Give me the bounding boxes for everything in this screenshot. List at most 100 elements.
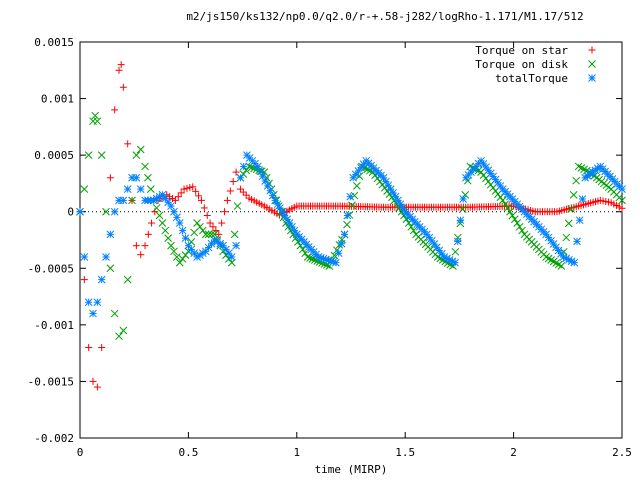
data-point (209, 223, 217, 231)
data-point (573, 237, 581, 246)
data-point (343, 211, 352, 220)
data-point (123, 185, 132, 193)
data-point (136, 145, 145, 154)
data-point (89, 309, 97, 318)
data-point (396, 200, 405, 209)
data-point (119, 83, 127, 91)
data-point (618, 204, 626, 212)
y-tick-label: -0.001 (34, 319, 74, 332)
data-point (353, 181, 361, 190)
data-point (236, 173, 245, 182)
data-point (222, 245, 230, 254)
data-point (192, 187, 200, 195)
series-2 (76, 151, 626, 318)
data-point (236, 185, 244, 193)
data-point (171, 196, 179, 204)
data-point (155, 211, 164, 220)
data-point (197, 196, 205, 204)
data-point (508, 211, 517, 220)
data-point (458, 205, 467, 213)
legend-label: Torque on star (475, 44, 568, 57)
data-point (223, 196, 231, 204)
data-point (498, 196, 507, 205)
data-point (570, 258, 579, 267)
data-point (331, 258, 340, 267)
data-point (227, 253, 236, 261)
data-point (239, 170, 248, 178)
data-point (178, 226, 187, 235)
data-point (382, 177, 390, 186)
data-point (119, 326, 128, 335)
data-point (242, 191, 250, 199)
data-point (141, 162, 149, 171)
data-point (215, 230, 223, 238)
data-point (115, 332, 123, 341)
data-point (567, 205, 576, 213)
data-point (225, 249, 233, 258)
data-point (161, 194, 170, 203)
data-point (303, 253, 312, 261)
data-point (89, 377, 97, 385)
data-point (187, 238, 196, 246)
data-point (124, 140, 132, 148)
legend-marker (588, 60, 596, 68)
plot-frame (79, 41, 623, 439)
data-point (123, 275, 132, 284)
data-point (132, 173, 141, 182)
data-point (172, 253, 181, 261)
x-tick-label: 0 (77, 446, 84, 459)
data-point (111, 106, 119, 114)
data-point (186, 184, 194, 192)
data-point (572, 176, 581, 185)
data-point (106, 264, 115, 273)
data-point (117, 61, 125, 69)
data-point (206, 219, 214, 227)
x-tick-label: 2 (510, 446, 517, 459)
data-point (93, 298, 102, 307)
data-point (137, 251, 145, 259)
x-axis: 0 0.5 1 1.5 2 2.5 (77, 42, 632, 459)
y-tick-label: 0.0015 (34, 36, 74, 49)
data-point (85, 343, 93, 351)
data-point (193, 219, 201, 227)
data-point (93, 117, 102, 126)
data-point (203, 211, 211, 219)
data-point (152, 204, 161, 212)
data-point (189, 183, 197, 191)
data-point (132, 242, 140, 250)
data-point (578, 195, 587, 203)
data-point (164, 198, 173, 207)
data-point (106, 230, 115, 239)
y-tick-label: -0.002 (34, 432, 74, 445)
data-point (451, 258, 459, 267)
data-point (161, 226, 170, 235)
data-point (229, 178, 237, 186)
data-point (119, 196, 128, 205)
data-point (334, 249, 343, 258)
data-point (239, 162, 248, 171)
data-point (80, 253, 89, 261)
data-point (456, 216, 465, 225)
data-point (232, 168, 240, 176)
data-point (337, 239, 346, 248)
data-point (102, 207, 110, 216)
data-point (144, 230, 152, 238)
data-point (170, 247, 178, 256)
x-tick-label: 1 (293, 446, 300, 459)
y-axis: -0.002 -0.0015 -0.001 -0.0005 0 0.0005 0.001 0.… (28, 36, 622, 445)
data-point (233, 202, 242, 210)
data-point (91, 111, 100, 120)
data-point (80, 276, 88, 284)
data-point (97, 151, 106, 159)
data-point (97, 275, 106, 284)
data-point (618, 196, 626, 205)
data-point (180, 185, 188, 193)
data-point (76, 207, 84, 216)
data-point (141, 242, 149, 250)
data-point (518, 226, 526, 235)
data-point (84, 298, 93, 307)
data-point (110, 207, 119, 216)
data-point (496, 193, 505, 202)
data-point (102, 253, 110, 261)
data-point (167, 241, 175, 250)
